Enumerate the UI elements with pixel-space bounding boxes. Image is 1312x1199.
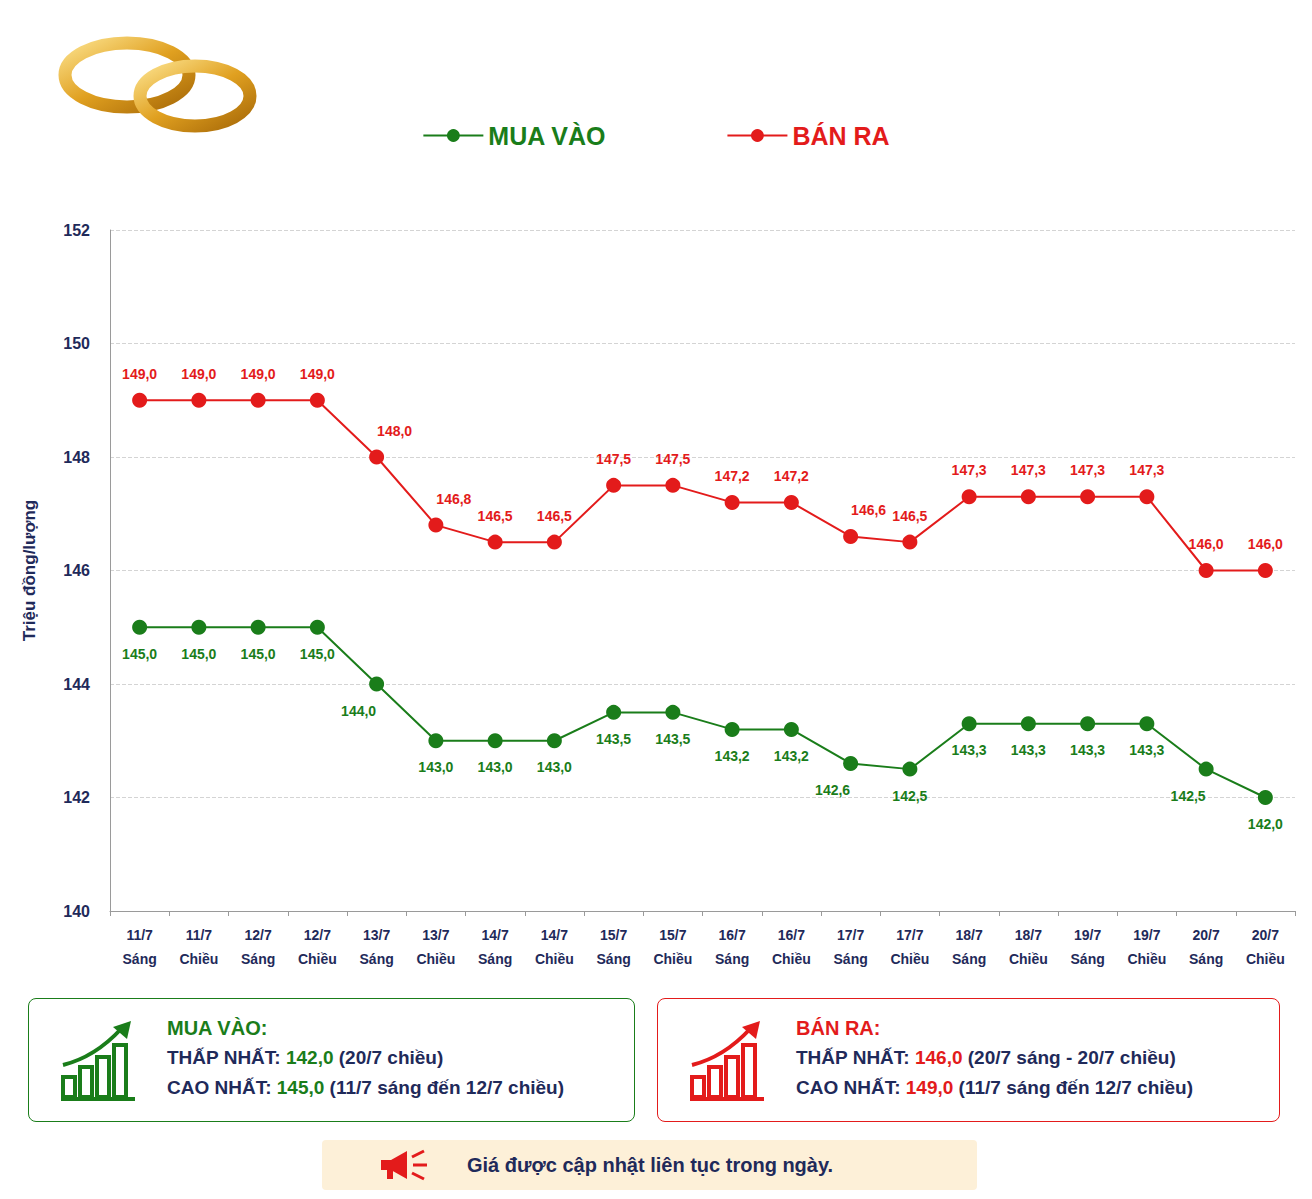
svg-text:Sáng: Sáng <box>360 951 394 967</box>
svg-text:13/7: 13/7 <box>363 927 390 943</box>
svg-text:12/7: 12/7 <box>245 927 272 943</box>
svg-text:13/7: 13/7 <box>422 927 449 943</box>
svg-text:149,0: 149,0 <box>300 366 335 382</box>
svg-text:147,3: 147,3 <box>1011 462 1046 478</box>
svg-text:144,0: 144,0 <box>341 703 376 719</box>
svg-text:147,2: 147,2 <box>715 468 750 484</box>
svg-text:146,0: 146,0 <box>1248 536 1283 552</box>
svg-text:146,5: 146,5 <box>537 508 572 524</box>
svg-text:145,0: 145,0 <box>300 646 335 662</box>
svg-text:Chiều: Chiều <box>1009 951 1048 967</box>
svg-text:19/7: 19/7 <box>1074 927 1101 943</box>
svg-text:149,0: 149,0 <box>181 366 216 382</box>
svg-text:Triệu đồng/lượng: Triệu đồng/lượng <box>20 500 39 642</box>
svg-text:14/7: 14/7 <box>482 927 509 943</box>
svg-text:19/7: 19/7 <box>1133 927 1160 943</box>
html-text:CAO NHẤT: 149,0 (11/7 sáng đến: CAO NHẤT: 149,0 (11/7 sáng đến 12/7 chiề… <box>796 1077 1193 1098</box>
svg-text:143,3: 143,3 <box>1011 742 1046 758</box>
svg-text:147,3: 147,3 <box>1129 462 1164 478</box>
svg-text:Chiều: Chiều <box>416 951 455 967</box>
svg-text:145,0: 145,0 <box>122 646 157 662</box>
svg-text:143,3: 143,3 <box>952 742 987 758</box>
svg-text:143,0: 143,0 <box>418 759 453 775</box>
html-text:CAO NHẤT: 145,0 (11/7 sáng đến: CAO NHẤT: 145,0 (11/7 sáng đến 12/7 chiề… <box>167 1077 564 1098</box>
svg-text:146,8: 146,8 <box>436 491 471 507</box>
svg-text:152: 152 <box>63 222 90 239</box>
svg-text:Sáng: Sáng <box>123 951 157 967</box>
svg-text:11/7: 11/7 <box>126 927 153 943</box>
svg-text:Sáng: Sáng <box>597 951 631 967</box>
svg-text:Sáng: Sáng <box>952 951 986 967</box>
svg-text:142,5: 142,5 <box>892 788 927 804</box>
svg-text:15/7: 15/7 <box>659 927 686 943</box>
svg-text:143,0: 143,0 <box>537 759 572 775</box>
svg-text:17/7: 17/7 <box>837 927 864 943</box>
svg-text:143,2: 143,2 <box>715 748 750 764</box>
svg-text:143,3: 143,3 <box>1129 742 1164 758</box>
html-text:THẤP NHẤT: 146,0 (20/7 sáng -: THẤP NHẤT: 146,0 (20/7 sáng - 20/7 chiều… <box>796 1047 1176 1068</box>
html-text:BÁN RA:: BÁN RA: <box>796 1017 881 1039</box>
svg-text:Chiều: Chiều <box>772 951 811 967</box>
svg-text:146,0: 146,0 <box>1189 536 1224 552</box>
svg-text:149,0: 149,0 <box>122 366 157 382</box>
svg-text:Sáng: Sáng <box>241 951 275 967</box>
svg-text:146,5: 146,5 <box>478 508 513 524</box>
svg-text:Chiều: Chiều <box>535 951 574 967</box>
svg-text:150: 150 <box>63 335 90 352</box>
svg-text:20/7: 20/7 <box>1193 927 1220 943</box>
svg-text:148,0: 148,0 <box>377 423 412 439</box>
svg-text:BÁN RA: BÁN RA <box>792 122 889 150</box>
svg-text:142,6: 142,6 <box>815 782 850 798</box>
svg-text:145,0: 145,0 <box>181 646 216 662</box>
svg-text:147,2: 147,2 <box>774 468 809 484</box>
svg-text:Chiều: Chiều <box>890 951 929 967</box>
svg-text:145,0: 145,0 <box>241 646 276 662</box>
svg-text:143,5: 143,5 <box>655 731 690 747</box>
svg-text:143,0: 143,0 <box>478 759 513 775</box>
svg-text:Sáng: Sáng <box>1071 951 1105 967</box>
svg-text:17/7: 17/7 <box>896 927 923 943</box>
svg-text:143,5: 143,5 <box>596 731 631 747</box>
svg-text:140: 140 <box>63 903 90 920</box>
svg-text:Chiều: Chiều <box>298 951 337 967</box>
svg-text:146,6: 146,6 <box>851 502 886 518</box>
svg-text:146,5: 146,5 <box>892 508 927 524</box>
svg-text:20/7: 20/7 <box>1252 927 1279 943</box>
html-text:MUA VÀO:: MUA VÀO: <box>167 1017 268 1039</box>
svg-text:144: 144 <box>63 676 90 693</box>
svg-text:149,0: 149,0 <box>241 366 276 382</box>
svg-text:Chiều: Chiều <box>653 951 692 967</box>
svg-text:Sáng: Sáng <box>715 951 749 967</box>
svg-text:MUA VÀO: MUA VÀO <box>488 122 605 150</box>
svg-text:Chiều: Chiều <box>179 951 218 967</box>
svg-text:16/7: 16/7 <box>719 927 746 943</box>
svg-text:147,5: 147,5 <box>596 451 631 467</box>
html-text:THẤP NHẤT: 142,0 (20/7 chiều): THẤP NHẤT: 142,0 (20/7 chiều) <box>167 1047 444 1068</box>
svg-text:16/7: 16/7 <box>778 927 805 943</box>
svg-text:11/7: 11/7 <box>186 927 213 943</box>
svg-text:146: 146 <box>63 562 90 579</box>
svg-text:Sáng: Sáng <box>478 951 512 967</box>
svg-text:Sáng: Sáng <box>1189 951 1223 967</box>
svg-text:12/7: 12/7 <box>304 927 331 943</box>
svg-text:142,0: 142,0 <box>1248 816 1283 832</box>
svg-text:Chiều: Chiều <box>1127 951 1166 967</box>
svg-text:147,5: 147,5 <box>655 451 690 467</box>
svg-text:15/7: 15/7 <box>600 927 627 943</box>
svg-text:143,2: 143,2 <box>774 748 809 764</box>
svg-text:Chiều: Chiều <box>1246 951 1285 967</box>
svg-text:147,3: 147,3 <box>952 462 987 478</box>
svg-text:18/7: 18/7 <box>1015 927 1042 943</box>
svg-text:18/7: 18/7 <box>956 927 983 943</box>
svg-text:148: 148 <box>63 449 90 466</box>
svg-text:143,3: 143,3 <box>1070 742 1105 758</box>
html-text:Giá được cập nhật liên tục tro: Giá được cập nhật liên tục trong ngày. <box>467 1154 834 1176</box>
svg-text:14/7: 14/7 <box>541 927 568 943</box>
svg-text:147,3: 147,3 <box>1070 462 1105 478</box>
svg-text:Sáng: Sáng <box>834 951 868 967</box>
svg-text:142: 142 <box>63 789 90 806</box>
svg-text:142,5: 142,5 <box>1171 788 1206 804</box>
